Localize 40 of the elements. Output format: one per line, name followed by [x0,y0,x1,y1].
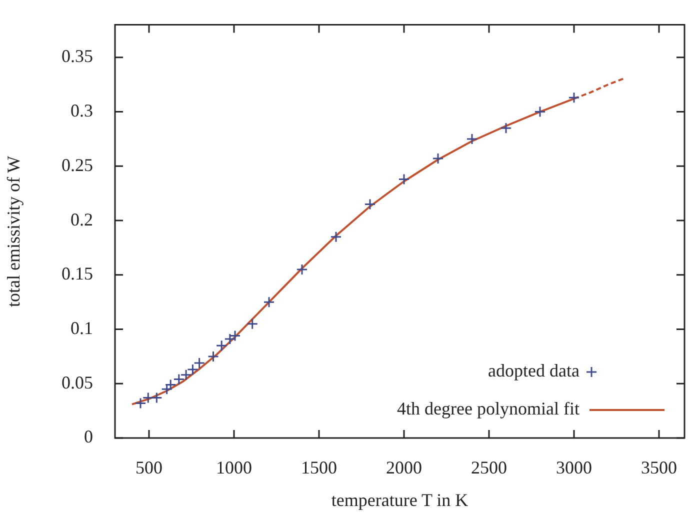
point [296,264,308,276]
point [432,152,444,164]
point [330,231,342,243]
y-axis-title: total emissivity of W [4,156,24,307]
legend-label: adopted data [488,360,580,381]
y-tick-label: 0.2 [70,209,93,230]
y-tick-label: 0.15 [62,264,93,284]
x-tick-label: 2000 [386,458,422,478]
point [224,333,236,345]
y-tick-label: 0 [84,426,93,447]
x-tick-label: 500 [136,458,162,478]
point [173,374,185,386]
y-tick-label: 0.25 [62,154,93,175]
point [194,357,206,369]
point [208,350,220,362]
y-tick-label: 0.3 [70,100,93,121]
point [568,92,580,104]
x-tick-label: 2500 [471,458,507,478]
point [164,378,176,390]
legend-label: 4th degree polynomial fit [397,398,580,419]
point [180,369,192,381]
point [534,106,546,118]
x-tick-label: 1500 [301,458,337,478]
point [364,198,376,210]
point [398,173,410,185]
point [500,122,512,134]
point [134,397,146,409]
y-tick-label: 0.1 [70,318,93,338]
y-tick-label: 0.05 [62,372,93,392]
point [466,133,478,145]
x-tick-label: 1000 [216,458,252,478]
point [186,364,198,376]
point [216,340,228,352]
point [246,318,258,330]
point [229,330,241,342]
x-tick-label: 3000 [556,458,592,478]
point [263,296,275,308]
x-axis-title: temperature T in K [331,490,468,510]
y-tick-label: 0.35 [62,46,93,66]
x-tick-label: 3500 [641,458,677,478]
